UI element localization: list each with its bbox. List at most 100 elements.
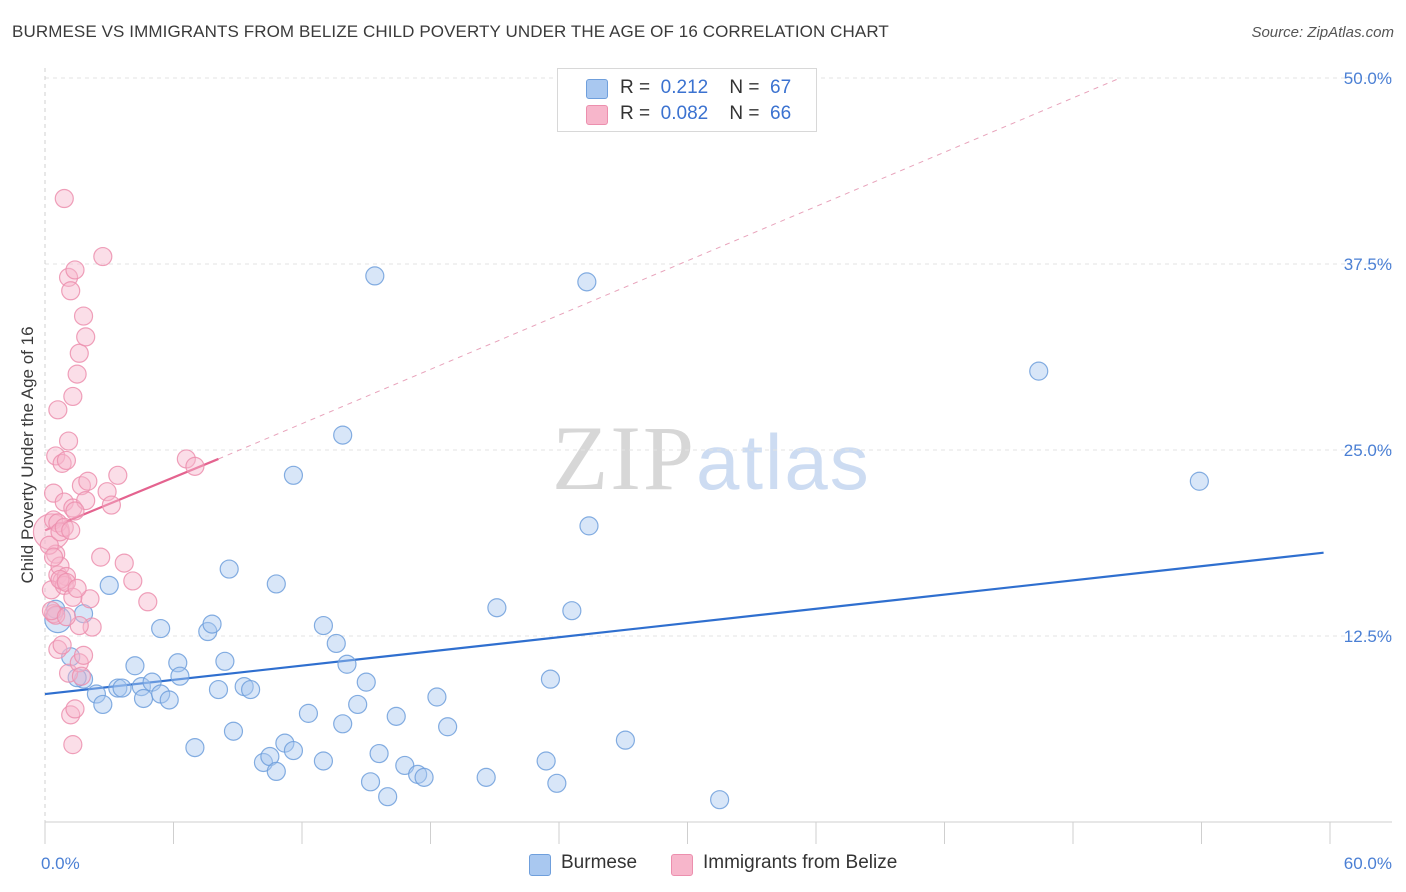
burmese-point [93, 694, 113, 715]
burmese-point [86, 684, 107, 704]
burmese-point [131, 676, 151, 697]
belize-point [63, 735, 83, 755]
watermark-zip: ZIP [552, 407, 696, 509]
burmese-point [99, 575, 119, 596]
legend-n-label: N = [729, 103, 760, 124]
legend-r-value: 0.082 [660, 103, 709, 124]
source-label: Source: ZipAtlas.com [1251, 24, 1394, 41]
belize-point [108, 465, 128, 485]
burmese-point [536, 751, 556, 771]
series-swatch-burmese [529, 854, 551, 876]
burmese-point [579, 516, 599, 536]
belize-point [138, 592, 158, 612]
belize-point [56, 607, 77, 627]
burmese-point [112, 678, 132, 698]
belize-point [67, 364, 87, 384]
belize-point [48, 400, 68, 420]
burmese-trend-line [44, 551, 1324, 696]
y-tick-label: 50.0% [1344, 69, 1392, 88]
burmese-point [365, 266, 385, 286]
belize-point [101, 495, 121, 515]
legend-n-value: 67 [770, 77, 792, 98]
belize-point [67, 578, 87, 598]
belize-point [93, 246, 113, 267]
legend-r-label: R = [620, 103, 651, 124]
axes [44, 68, 1392, 844]
burmese-point [125, 656, 145, 676]
burmese-point [386, 706, 406, 726]
burmese-point [266, 574, 286, 594]
trend-lines [44, 77, 1324, 696]
legend-n-value: 66 [770, 103, 792, 124]
series-swatch-belize [671, 854, 693, 876]
burmese-point [337, 654, 357, 674]
belize-point [39, 535, 59, 555]
belize-point [69, 343, 89, 363]
chart-title: BURMESE VS IMMIGRANTS FROM BELIZE CHILD … [12, 22, 889, 41]
legend-n-label: N = [729, 77, 760, 98]
burmese-point [283, 740, 304, 761]
burmese-point [1189, 471, 1209, 491]
burmese-point [313, 751, 334, 771]
burmese-point [615, 730, 635, 750]
burmese-point [202, 614, 222, 634]
belize-point [63, 386, 83, 407]
burmese-point [577, 272, 597, 292]
belize-point [123, 571, 143, 591]
burmese-point [333, 425, 353, 445]
belize-point [71, 666, 92, 686]
belize-point [114, 553, 134, 573]
y-axis-label: Child Poverty Under the Age of 16 [18, 326, 37, 583]
x-tick-label: 0.0% [41, 854, 80, 873]
burmese-point [241, 679, 261, 700]
belize-point [52, 635, 72, 655]
legend-r-label: R = [620, 77, 651, 98]
burmese-point [223, 721, 244, 741]
correlation-legend: R = 0.212 N = 67 R = 0.082 N = 66 [557, 68, 817, 132]
y-tick-label: 25.0% [1344, 441, 1392, 460]
burmese-point [108, 678, 128, 698]
burmese-point [369, 743, 389, 764]
belize-point [91, 547, 111, 567]
burmese-point [326, 633, 346, 654]
belize-point [61, 281, 81, 301]
burmese-point [547, 773, 567, 793]
burmese-point [133, 688, 154, 709]
series-label-belize: Immigrants from Belize [703, 852, 898, 873]
burmese-point [348, 694, 368, 715]
burmese-point [333, 714, 353, 734]
burmese-point [159, 690, 179, 710]
belize-point [73, 306, 94, 326]
burmese-point [414, 767, 434, 787]
tick-labels: 12.5% 25.0% 37.5% 50.0% 0.0% 60.0% [41, 69, 1392, 873]
burmese-point [219, 559, 239, 579]
burmese-point [540, 669, 561, 689]
burmese-point [298, 703, 319, 723]
watermark-atlas: atlas [696, 418, 871, 506]
belize-trend-line [44, 457, 219, 532]
belize-point [43, 547, 64, 567]
burmese-point [185, 737, 205, 758]
belize-point [73, 645, 94, 665]
belize-point [54, 188, 74, 209]
belize-point [76, 327, 96, 347]
x-tick-label: 60.0% [1344, 854, 1392, 873]
legend-stats-belize: R = 0.082 N = 66 [620, 103, 791, 125]
belize-trend-extension [218, 77, 1121, 460]
belize-point [65, 699, 85, 719]
belize-point [63, 587, 83, 607]
burmese-point [283, 465, 304, 485]
belize-point [58, 431, 79, 451]
legend-stats-burmese: R = 0.212 N = 67 [620, 77, 791, 99]
burmese-point [266, 761, 286, 782]
belize-point [80, 589, 100, 609]
burmese-point [438, 717, 458, 737]
burmese-point [378, 787, 398, 807]
burmese-point [151, 618, 171, 639]
belize-point [78, 471, 98, 491]
belize-point [65, 501, 85, 521]
series-label-burmese: Burmese [561, 852, 638, 873]
legend-r-value: 0.212 [660, 77, 709, 98]
legend-swatch-belize [586, 105, 608, 125]
